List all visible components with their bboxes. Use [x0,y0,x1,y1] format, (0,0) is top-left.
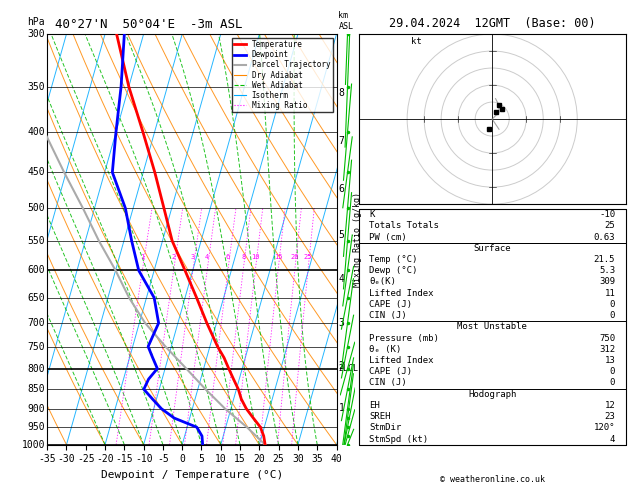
Text: 13: 13 [604,356,615,365]
Text: 1: 1 [338,403,344,413]
Text: 450: 450 [28,167,45,177]
Text: 950: 950 [28,422,45,432]
Text: 400: 400 [28,127,45,137]
Text: 700: 700 [28,318,45,328]
Text: 23: 23 [604,412,615,421]
Text: 12: 12 [604,401,615,410]
Text: 309: 309 [599,278,615,286]
Text: 350: 350 [28,82,45,91]
Text: 312: 312 [599,345,615,354]
Text: 500: 500 [28,203,45,213]
Text: StmSpd (kt): StmSpd (kt) [369,434,428,444]
Text: 0: 0 [610,311,615,320]
Text: CAPE (J): CAPE (J) [369,300,412,309]
Text: 800: 800 [28,364,45,374]
Text: 6: 6 [338,184,344,193]
Text: 21.5: 21.5 [594,255,615,264]
Text: 4: 4 [205,254,209,260]
Text: 750: 750 [599,333,615,343]
Text: 550: 550 [28,236,45,246]
Text: 7: 7 [338,137,344,146]
Text: km
ASL: km ASL [338,11,353,31]
Legend: Temperature, Dewpoint, Parcel Trajectory, Dry Adiabat, Wet Adiabat, Isotherm, Mi: Temperature, Dewpoint, Parcel Trajectory… [232,38,333,112]
Text: 2: 2 [338,362,344,371]
Text: CIN (J): CIN (J) [369,311,407,320]
Text: θₑ(K): θₑ(K) [369,278,396,286]
Text: 300: 300 [28,29,45,39]
Text: Totals Totals: Totals Totals [369,221,439,230]
Text: θₑ (K): θₑ (K) [369,345,401,354]
Text: -10: -10 [599,210,615,219]
Text: 8: 8 [241,254,245,260]
Text: 4: 4 [338,275,344,284]
Text: 120°: 120° [594,423,615,433]
Text: 3: 3 [338,318,344,328]
Text: 15: 15 [274,254,282,260]
Text: 0.63: 0.63 [594,232,615,242]
Text: 1000: 1000 [22,440,45,450]
Text: 750: 750 [28,342,45,351]
Text: Pressure (mb): Pressure (mb) [369,333,439,343]
Text: K: K [369,210,375,219]
Text: 10: 10 [251,254,260,260]
Text: Lifted Index: Lifted Index [369,289,434,297]
Title: 40°27'N  50°04'E  -3m ASL: 40°27'N 50°04'E -3m ASL [55,18,242,32]
X-axis label: Dewpoint / Temperature (°C): Dewpoint / Temperature (°C) [101,470,283,480]
Text: 0: 0 [610,379,615,387]
Text: 8: 8 [338,88,344,98]
Text: SREH: SREH [369,412,391,421]
Text: Surface: Surface [474,244,511,253]
Text: 29.04.2024  12GMT  (Base: 00): 29.04.2024 12GMT (Base: 00) [389,17,596,30]
Text: EH: EH [369,401,380,410]
Text: 3: 3 [191,254,195,260]
Text: 2LCL: 2LCL [338,364,359,373]
Text: Dewp (°C): Dewp (°C) [369,266,418,275]
Text: Lifted Index: Lifted Index [369,356,434,365]
Text: 25: 25 [304,254,312,260]
Text: 1: 1 [140,254,145,260]
Text: 20: 20 [291,254,299,260]
Text: kt: kt [411,37,421,46]
Text: 900: 900 [28,404,45,414]
Text: 6: 6 [226,254,230,260]
Text: 5: 5 [338,229,344,240]
Text: StmDir: StmDir [369,423,401,433]
Text: 25: 25 [604,221,615,230]
Text: CAPE (J): CAPE (J) [369,367,412,376]
Text: © weatheronline.co.uk: © weatheronline.co.uk [440,474,545,484]
Text: 850: 850 [28,384,45,394]
Text: 600: 600 [28,265,45,276]
Text: Most Unstable: Most Unstable [457,322,527,331]
Text: Mixing Ratio (g/kg): Mixing Ratio (g/kg) [353,192,362,287]
Text: 0: 0 [610,300,615,309]
Text: 650: 650 [28,293,45,303]
Text: 2: 2 [172,254,175,260]
Text: 11: 11 [604,289,615,297]
Text: 4: 4 [610,434,615,444]
Text: CIN (J): CIN (J) [369,379,407,387]
Text: Temp (°C): Temp (°C) [369,255,418,264]
Text: PW (cm): PW (cm) [369,232,407,242]
Text: Hodograph: Hodograph [468,390,516,399]
Text: 5.3: 5.3 [599,266,615,275]
Text: hPa: hPa [28,17,45,27]
Text: 0: 0 [610,367,615,376]
